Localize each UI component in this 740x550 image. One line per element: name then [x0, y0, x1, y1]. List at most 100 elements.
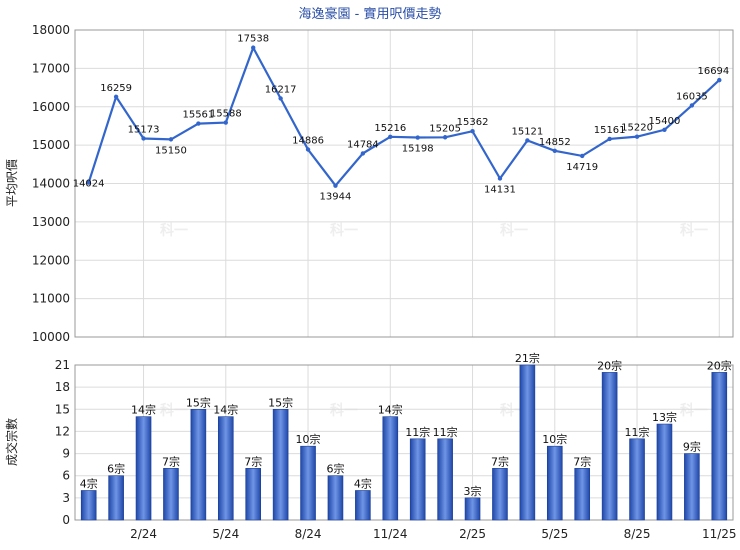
price-point	[689, 103, 695, 108]
bar-data-label: 10宗	[296, 432, 321, 446]
price-data-label: 14784	[347, 139, 379, 150]
price-data-label: 15121	[511, 126, 543, 137]
bar-y-tick-label: 18	[55, 380, 70, 394]
price-point	[442, 135, 448, 140]
price-point	[196, 121, 201, 126]
watermark-text: 科一	[160, 402, 188, 419]
transaction-bar	[245, 468, 262, 521]
bar-y-tick-label: 21	[55, 358, 70, 372]
price-line	[87, 45, 721, 188]
x-tick-label: 8/25	[624, 527, 651, 541]
bar-data-label: 6宗	[107, 462, 125, 476]
transaction-bar	[300, 445, 316, 521]
bar-data-label: 7宗	[491, 454, 509, 468]
bar-data-label: 14宗	[131, 403, 156, 417]
bar-data-label: 13宗	[652, 410, 677, 424]
watermark-text: 科一	[680, 222, 708, 239]
price-data-label: 16259	[100, 83, 132, 94]
line-y-tick-label: 15000	[32, 138, 70, 152]
price-data-label: 15220	[621, 123, 653, 134]
bar-data-label: 6宗	[326, 462, 344, 476]
transaction-bar	[492, 468, 508, 521]
price-data-label: 14024	[73, 179, 105, 190]
price-data-label: 15205	[429, 123, 461, 134]
price-point	[168, 137, 174, 142]
price-data-label: 14852	[539, 137, 571, 148]
bar-data-label: 7宗	[573, 454, 591, 468]
transaction-bar	[437, 438, 453, 521]
watermark-text: 科一	[330, 222, 358, 239]
price-data-label: 15198	[402, 144, 434, 155]
price-point	[333, 183, 338, 188]
transaction-bar	[601, 372, 618, 521]
transaction-bar	[519, 364, 536, 521]
bar-data-label: 7宗	[162, 454, 180, 468]
transaction-bar	[629, 438, 645, 521]
x-tick-label: 11/25	[702, 527, 737, 541]
transaction-bar	[135, 416, 152, 521]
price-point	[634, 134, 640, 139]
x-tick-label: 8/24	[295, 527, 322, 541]
price-data-label: 15561	[182, 110, 214, 121]
bar-plot-frame	[74, 364, 734, 521]
transaction-bar	[80, 490, 97, 521]
x-tick-label: 2/24	[130, 527, 157, 541]
x-tick-label: 2/25	[459, 527, 486, 541]
price-data-label: 14131	[484, 184, 516, 195]
price-point	[251, 45, 256, 50]
bar-y-tick-label: 9	[62, 447, 70, 461]
price-point	[360, 151, 366, 156]
x-tick-label: 11/24	[373, 527, 408, 541]
price-data-label: 16694	[697, 66, 729, 77]
price-point	[717, 77, 722, 83]
bar-y-tick-label: 15	[55, 402, 70, 416]
line-y-tick-label: 12000	[32, 253, 70, 267]
watermark-text: 科一	[500, 222, 528, 239]
bar-data-label: 9宗	[683, 440, 701, 454]
transaction-bar	[108, 475, 124, 521]
bar-data-label: 21宗	[515, 351, 540, 365]
transaction-bar	[684, 453, 700, 521]
price-point	[607, 136, 612, 142]
price-point	[470, 129, 475, 134]
price-data-label: 15150	[155, 145, 187, 156]
line-y-tick-label: 10000	[32, 330, 70, 344]
x-tick-label: 5/24	[212, 527, 239, 541]
price-point	[305, 147, 311, 152]
transaction-bar	[382, 416, 399, 521]
bar-data-label: 14宗	[378, 403, 403, 417]
price-data-label: 16035	[676, 91, 708, 102]
transaction-bar	[190, 408, 207, 521]
transaction-bar	[163, 468, 179, 521]
price-point	[388, 134, 393, 140]
line-y-tick-label: 14000	[32, 177, 70, 191]
bar-panel: 0 3 6 9 12 15 18 21 2/24 5/24 8/24 11/24 2/25 5/25 8/2…	[55, 351, 737, 541]
price-data-label: 15400	[649, 116, 681, 127]
price-point	[662, 127, 667, 132]
transaction-bar	[327, 475, 344, 521]
watermark-text: 科一	[330, 402, 358, 419]
transaction-bar	[656, 423, 673, 521]
line-y-tick-label: 11000	[32, 292, 70, 306]
price-point	[525, 138, 530, 143]
bar-data-label: 20宗	[707, 358, 732, 372]
bar-data-label: 4宗	[354, 476, 372, 490]
bar-data-label: 3宗	[464, 484, 482, 498]
price-data-label: 13944	[320, 192, 352, 203]
watermark-text: 科一	[680, 402, 708, 419]
bar-data-label: 11宗	[433, 425, 458, 439]
transaction-bar	[574, 468, 591, 521]
bar-data-label: 11宗	[625, 425, 650, 439]
price-data-label: 14886	[292, 135, 324, 146]
line-y-tick-label: 17000	[32, 61, 70, 75]
transaction-bar	[546, 445, 563, 521]
bar-data-label: 14宗	[213, 403, 238, 417]
chart-title: 海逸豪園 - 實用呎價走勢	[299, 6, 442, 22]
transaction-bar	[217, 416, 234, 521]
price-point	[141, 136, 146, 141]
bar-y-tick-label: 0	[62, 513, 70, 527]
price-data-label: 15362	[457, 117, 489, 128]
transaction-bar	[409, 438, 426, 521]
